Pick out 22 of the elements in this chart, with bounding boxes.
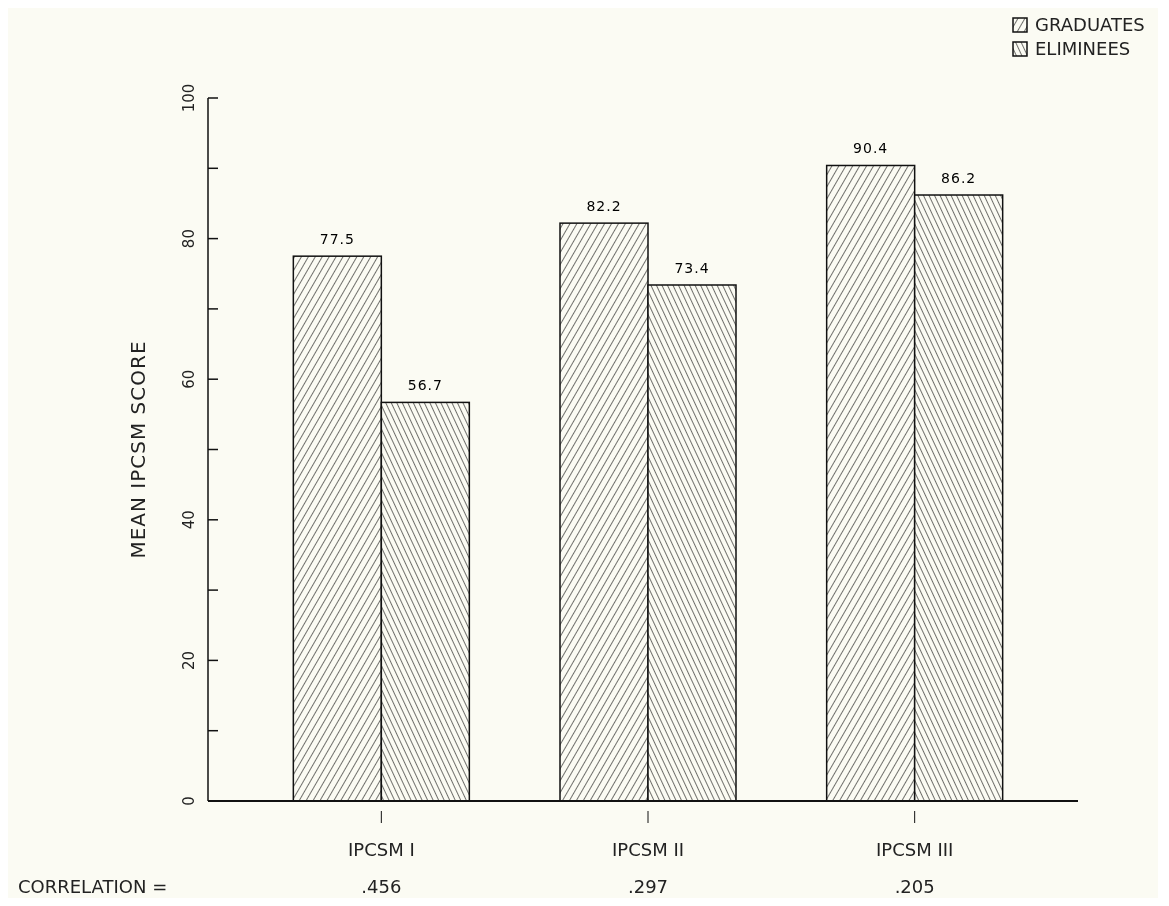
data-label: 86.2: [941, 170, 977, 187]
y-tick-label: 80: [180, 229, 198, 249]
data-label: 82.2: [586, 198, 622, 215]
legend-label: GRADUATES: [1035, 14, 1145, 35]
text: .205: [894, 876, 935, 897]
text: .456: [361, 876, 402, 897]
y-axis-title: MEAN IPCSM SCORE: [126, 340, 150, 559]
data-label: 73.4: [674, 260, 710, 276]
data-label: 56.7: [407, 377, 443, 394]
x-tick-label: IPCSM III: [875, 839, 954, 860]
text: CORRELATION =: [18, 876, 168, 897]
x-tick-label: IPCSM II: [611, 839, 685, 860]
text: .297: [627, 876, 669, 897]
y-tick-label: 40: [180, 510, 198, 530]
data-label: 90.4: [853, 140, 889, 157]
y-tick-label: 20: [180, 650, 198, 670]
legend-label: ELIMINEES: [1035, 38, 1131, 59]
y-tick-label: 100: [180, 83, 198, 113]
y-tick-label: 0: [180, 796, 198, 806]
y-tick-label: 60: [180, 369, 198, 389]
data-label: 77.5: [319, 231, 355, 248]
x-tick-label: IPCSM I: [347, 839, 415, 860]
